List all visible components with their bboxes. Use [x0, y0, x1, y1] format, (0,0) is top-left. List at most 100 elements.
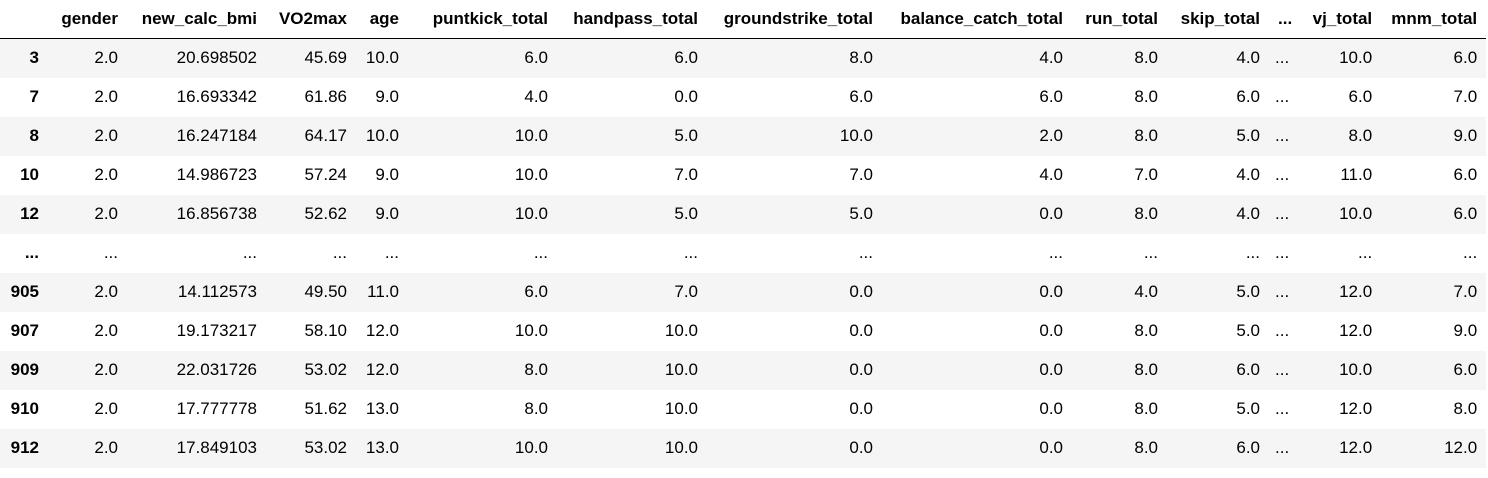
table-cell: ... — [1275, 282, 1290, 301]
table-cell: 0.0 — [1039, 282, 1063, 301]
table-cell: 10.0 — [664, 399, 698, 418]
table-cell: 5.0 — [1236, 126, 1260, 145]
table-row: 912 2.0 17.849103 53.02 13.0 10.0 10.0 0.0 0.0 8.… — [0, 428, 1487, 468]
table-cell: 57.24 — [304, 165, 347, 184]
table-cell: 11.0 — [1340, 165, 1373, 184]
table-cell: 22.031726 — [176, 360, 257, 379]
table-row: 909 2.0 22.031726 53.02 12.0 8.0 10.0 0.0 0.0 8.0… — [0, 350, 1487, 390]
table-cell: 5.0 — [849, 204, 873, 223]
table-cell: 2.0 — [94, 48, 118, 68]
table-cell: 10.0 — [365, 48, 399, 68]
table-cell: 4.0 — [1134, 282, 1158, 301]
table-cell: 6.0 — [849, 87, 873, 106]
table-cell: 8.0 — [1134, 399, 1158, 418]
column-header-run-total: run_total — [1072, 0, 1167, 39]
table-cell: 0.0 — [1039, 438, 1063, 457]
table-cell: 51.62 — [304, 399, 347, 418]
column-header-balance-catch-total: balance_catch_total — [882, 0, 1072, 39]
table-cell: 5.0 — [1236, 399, 1260, 418]
table-header: gender new_calc_bmi VO2max age puntkick_… — [0, 0, 1487, 39]
table-cell: 10.0 — [664, 438, 698, 457]
table-cell: 6.0 — [524, 282, 548, 301]
table-cell: 10.0 — [664, 321, 698, 340]
row-index: 7 — [29, 87, 39, 106]
table-cell: 52.62 — [304, 204, 347, 223]
table-body: 3 2.0 20.698502 45.69 10.0 6.0 6.0 8.0 4.0 8.0 4.0… — [0, 38, 1487, 468]
row-index: 12 — [20, 204, 39, 223]
table-cell: ... — [1048, 243, 1063, 262]
table-cell: 0.0 — [849, 321, 873, 340]
column-header-ellipsis: ... — [1269, 0, 1302, 39]
table-cell: 7.0 — [1453, 282, 1478, 301]
table-cell: 4.0 — [1236, 204, 1260, 223]
table-cell: 8.0 — [1453, 399, 1478, 418]
table-row: 7 2.0 16.693342 61.86 9.0 4.0 0.0 6.0 6.0 8.0 6.0.… — [0, 77, 1487, 117]
table-cell: 8.0 — [524, 360, 548, 379]
table-cell: 6.0 — [674, 48, 698, 68]
table-cell: 2.0 — [94, 87, 118, 106]
table-cell: 12.0 — [365, 360, 399, 379]
table-cell: 61.86 — [304, 87, 347, 106]
table-cell: ... — [858, 243, 873, 262]
table-cell: 7.0 — [674, 165, 698, 184]
table-cell: ... — [533, 243, 548, 262]
table-cell: 2.0 — [94, 204, 118, 223]
table-cell: 9.0 — [1453, 126, 1478, 145]
table-row: 910 2.0 17.777778 51.62 13.0 8.0 10.0 0.0 0.0 8.0… — [0, 389, 1487, 429]
table-cell: 20.698502 — [176, 48, 257, 68]
table-cell: 10.0 — [1339, 360, 1373, 379]
row-index: 10 — [20, 165, 39, 184]
table-cell: 4.0 — [524, 87, 548, 106]
index-header — [0, 0, 48, 39]
row-index: 8 — [29, 126, 39, 145]
table-cell: 12.0 — [1444, 438, 1478, 457]
table-cell: 2.0 — [94, 165, 118, 184]
table-cell: 6.0 — [1236, 87, 1260, 106]
table-cell: 10.0 — [514, 126, 548, 145]
table-cell: 49.50 — [304, 282, 347, 301]
table-cell: 10.0 — [514, 165, 548, 184]
table-cell: 7.0 — [1453, 87, 1478, 106]
table-cell: 6.0 — [524, 48, 548, 68]
dataframe-table: gender new_calc_bmi VO2max age puntkick_… — [0, 0, 1487, 468]
table-cell: 2.0 — [94, 438, 118, 457]
row-index: 3 — [29, 48, 39, 68]
table-cell: 5.0 — [1236, 282, 1260, 301]
table-cell: ... — [1358, 243, 1373, 262]
table-cell: ... — [332, 243, 347, 262]
table-cell: 10.0 — [1339, 204, 1373, 223]
table-cell: 7.0 — [674, 282, 698, 301]
table-cell: 12.0 — [1339, 321, 1373, 340]
table-cell: 6.0 — [1453, 360, 1478, 379]
column-header-vj-total: vj_total — [1301, 0, 1382, 39]
table-cell: 2.0 — [94, 321, 118, 340]
column-header-age: age — [356, 0, 408, 39]
table-cell: ... — [1275, 165, 1290, 184]
table-cell: 0.0 — [1039, 360, 1063, 379]
table-cell: ... — [1275, 321, 1290, 340]
table-cell: ... — [1275, 87, 1290, 106]
table-cell: 9.0 — [375, 165, 399, 184]
table-cell: ... — [1463, 243, 1478, 262]
table-cell: 58.10 — [304, 321, 347, 340]
table-cell: 13.0 — [365, 399, 399, 418]
table-cell: 12.0 — [1339, 438, 1373, 457]
table-cell: 12.0 — [1339, 399, 1373, 418]
table-cell: 13.0 — [365, 438, 399, 457]
table-row: 907 2.0 19.173217 58.10 12.0 10.0 10.0 0.0 0.0 8.… — [0, 311, 1487, 351]
table-cell: 7.0 — [1134, 165, 1158, 184]
table-cell: 2.0 — [94, 282, 118, 301]
column-header-groundstrike-total: groundstrike_total — [707, 0, 882, 39]
table-cell: ... — [1275, 243, 1290, 262]
table-cell: 0.0 — [674, 87, 698, 106]
table-cell: 4.0 — [1039, 48, 1063, 68]
table-cell: 4.0 — [1039, 165, 1063, 184]
table-cell: 5.0 — [674, 126, 698, 145]
table-cell: 6.0 — [1453, 204, 1478, 223]
table-cell: 53.02 — [304, 360, 347, 379]
table-cell: 8.0 — [1134, 360, 1158, 379]
table-cell: 8.0 — [524, 399, 548, 418]
table-cell: 9.0 — [375, 87, 399, 106]
row-index: 909 — [10, 360, 39, 379]
